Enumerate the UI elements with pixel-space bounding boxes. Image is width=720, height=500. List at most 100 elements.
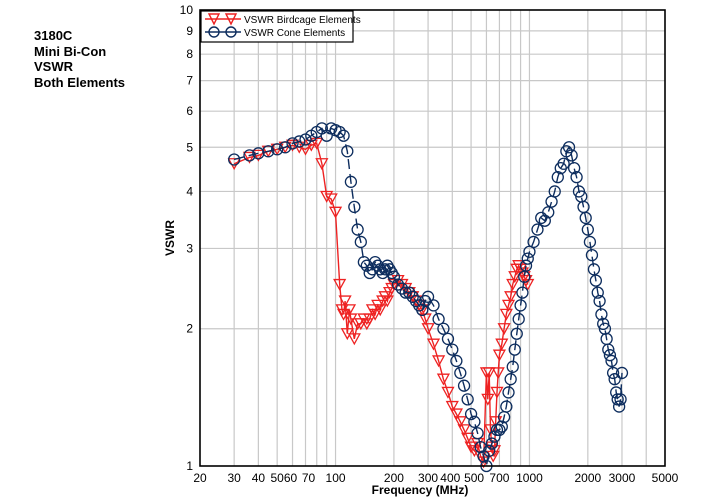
y-tick-label: 6 (186, 104, 193, 118)
data-point (593, 294, 606, 308)
legend-item-cone: VSWR Cone Elements (205, 26, 345, 39)
data-point (363, 266, 376, 280)
data-point (324, 193, 338, 206)
data-point (506, 278, 520, 291)
data-point (279, 141, 292, 154)
x-tick-label: 5000 (652, 471, 679, 485)
data-point (565, 149, 578, 162)
data-point (545, 195, 558, 208)
data-point (252, 147, 265, 160)
y-tick-label: 7 (186, 74, 193, 88)
side-title: 3180C Mini Bi-Con VSWR Both Elements (34, 28, 125, 90)
data-point (527, 235, 540, 249)
data-point (242, 151, 257, 164)
y-tick-label: 1 (186, 459, 193, 473)
data-point (567, 161, 581, 175)
data-point (271, 143, 284, 156)
data-point (492, 349, 507, 362)
x-tick-label: 400 (440, 471, 460, 485)
data-point (583, 235, 597, 249)
data-point (421, 290, 435, 303)
data-point (354, 235, 367, 249)
data-point (387, 270, 401, 283)
data-point (243, 149, 256, 162)
data-point (293, 135, 306, 148)
data-point (491, 367, 505, 380)
x-tick-label: 70 (302, 471, 316, 485)
data-point (579, 211, 592, 225)
data-point (457, 379, 471, 392)
data-point (542, 206, 555, 219)
data-point (510, 327, 523, 340)
data-point (427, 299, 440, 312)
data-point (497, 323, 511, 336)
data-point (495, 420, 508, 433)
series-layer (227, 122, 629, 473)
data-point (454, 366, 467, 380)
data-point (504, 373, 517, 386)
data-point (461, 393, 474, 406)
data-point (474, 440, 487, 454)
data-point (464, 407, 478, 421)
data-point (441, 386, 455, 399)
data-point (286, 137, 299, 150)
data-point (374, 263, 387, 276)
data-point (519, 259, 533, 272)
x-tick-label: 200 (384, 471, 404, 485)
y-tick-label: 9 (186, 24, 193, 38)
x-tick-label: 40 (252, 471, 266, 485)
data-point (387, 278, 401, 291)
side-title-line: Both Elements (34, 74, 126, 90)
data-point (521, 252, 534, 265)
data-point (333, 278, 347, 291)
data-point (391, 278, 405, 291)
data-point (464, 441, 478, 454)
triangle-down-icon (224, 13, 238, 26)
grid (200, 10, 665, 466)
side-title-line: VSWR (34, 59, 73, 74)
data-point (461, 432, 475, 445)
data-point (487, 445, 502, 458)
legend-label-cone: VSWR Cone Elements (244, 28, 345, 39)
data-point (341, 145, 354, 158)
data-point (344, 175, 358, 188)
x-tick-label: 1000 (516, 471, 543, 485)
data-point (562, 141, 576, 154)
data-point (512, 312, 525, 326)
data-point (337, 129, 350, 142)
x-axis-label: Frequency (MHz) (372, 483, 469, 497)
y-tick-label: 4 (186, 184, 193, 198)
data-point (457, 424, 471, 437)
data-point (612, 400, 626, 413)
data-point (551, 170, 564, 184)
series-line (233, 127, 623, 467)
x-tick-labels: 20 30 40 50 60 70 100 200 300 400 500 700 1000 2000 30… (193, 471, 678, 485)
data-point (432, 312, 445, 326)
data-point (363, 313, 377, 326)
legend: VSWR Birdcage Elements VSWR Cone Element… (200, 10, 361, 43)
data-point (395, 282, 409, 295)
data-point (432, 355, 446, 368)
y-tick-label: 5 (186, 140, 193, 154)
circle-icon (225, 26, 237, 38)
data-point (333, 125, 346, 139)
data-point (483, 444, 496, 457)
y-tick-label: 3 (186, 241, 193, 255)
plot-frame (199, 9, 666, 467)
data-point (595, 308, 608, 321)
side-title-line: Mini Bi-Con (34, 43, 107, 59)
x-tick-label: 3000 (609, 471, 636, 485)
x-tick-label: 100 (326, 471, 346, 485)
data-point (445, 400, 459, 413)
data-point (298, 143, 313, 156)
data-point (485, 437, 499, 450)
data-point (395, 278, 409, 291)
data-point (611, 393, 624, 406)
data-point (570, 170, 583, 184)
data-point (441, 332, 455, 346)
data-point (581, 223, 594, 236)
data-point (450, 354, 463, 368)
data-point (416, 303, 429, 317)
data-point (548, 185, 561, 198)
data-point (351, 223, 364, 236)
